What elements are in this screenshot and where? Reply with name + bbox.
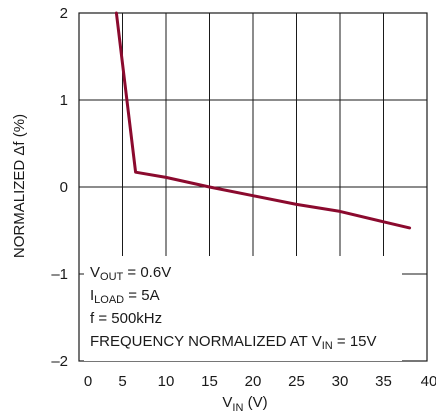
plot-frame [78, 12, 428, 362]
annotation-frequency: f = 500kHz [90, 310, 163, 327]
y-tick-label: –1 [51, 266, 68, 283]
x-tick-labels: 0 5 10 15 20 25 30 35 40 [84, 373, 436, 390]
y-axis-label: NORMALIZED Δf (%) [11, 114, 28, 258]
x-tick-label: 35 [375, 373, 392, 390]
x-tick-label: 30 [332, 373, 349, 390]
annotation-iload: ILOAD = 5A [90, 287, 160, 306]
x-tick-label: 15 [201, 373, 218, 390]
x-tick-label: 5 [118, 373, 126, 390]
x-tick-label: 40 [421, 373, 436, 390]
annotation-box [84, 256, 402, 361]
series-line [114, 11, 412, 230]
x-tick-label: 10 [158, 373, 175, 390]
x-tick-label: 20 [245, 373, 262, 390]
x-tick-label: 25 [288, 373, 305, 390]
y-tick-label: –2 [51, 353, 68, 370]
x-axis-label: VIN (V) [222, 394, 267, 414]
y-tick-label: 2 [60, 5, 68, 22]
annotation-vout: VOUT = 0.6V [90, 264, 172, 283]
y-tick-label: 1 [60, 92, 68, 109]
annotation-normalized: FREQUENCY NORMALIZED AT VIN = 15V [90, 333, 377, 352]
y-tick-labels: 2 1 0 –1 –2 [51, 5, 68, 370]
x-tick-label: 0 [84, 373, 92, 390]
y-tick-label: 0 [60, 179, 68, 196]
